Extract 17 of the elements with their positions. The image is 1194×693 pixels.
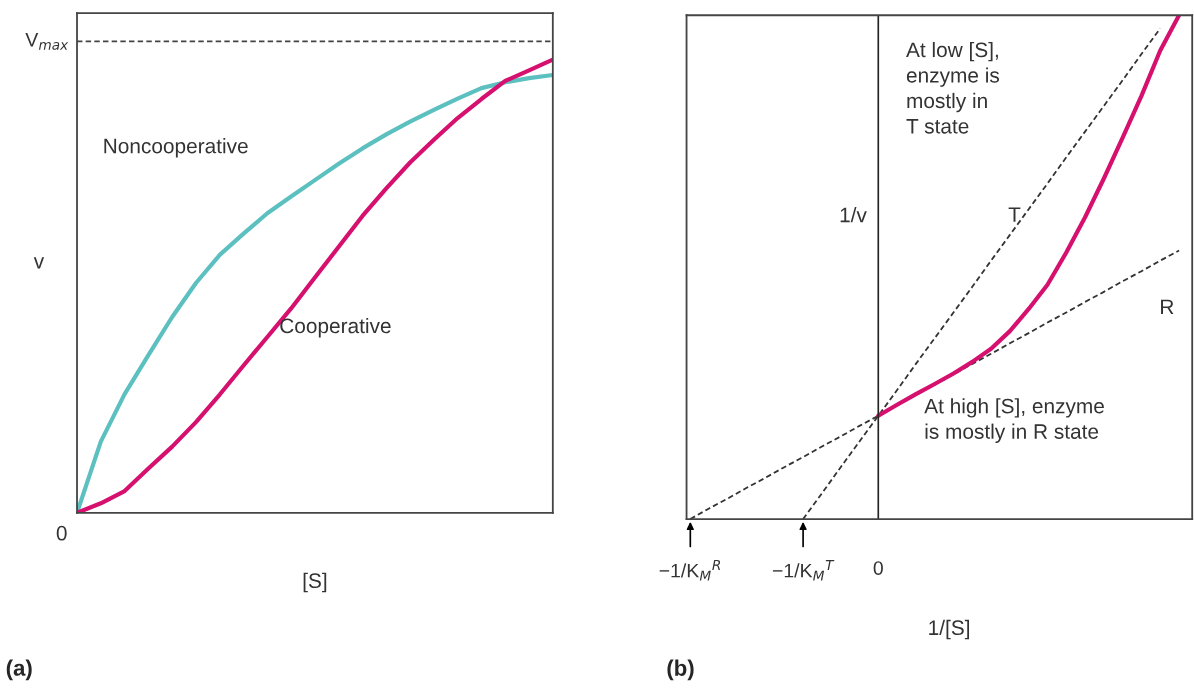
x-axis-title: [S]: [303, 572, 327, 593]
annotation: Noncooperative: [104, 138, 248, 158]
y-axis-title: v: [33, 257, 45, 269]
annotation: T: [1008, 207, 1021, 222]
text: (a): [6, 659, 32, 681]
annotation: At low [S], enzyme is mostly in T state: [906, 41, 1000, 134]
x-tick-label: −1/K$_{M}$$^{R}$: [659, 559, 721, 581]
text: 0: [56, 525, 67, 541]
ref-line-label: V$_{max}$: [25, 33, 69, 50]
x-axis-title: 1/[S]: [929, 619, 970, 640]
annotation: At high [S], enzyme is mostly in R state: [924, 398, 1104, 444]
annotation: R: [1161, 299, 1174, 314]
x-tick-label: −1/K$_{M}$$^{T}$: [772, 559, 835, 581]
annotation: Cooperative: [280, 317, 391, 338]
y-axis-title: 1/v: [840, 207, 867, 223]
text: (b): [667, 659, 694, 681]
x-tick-label: 0: [873, 561, 883, 576]
